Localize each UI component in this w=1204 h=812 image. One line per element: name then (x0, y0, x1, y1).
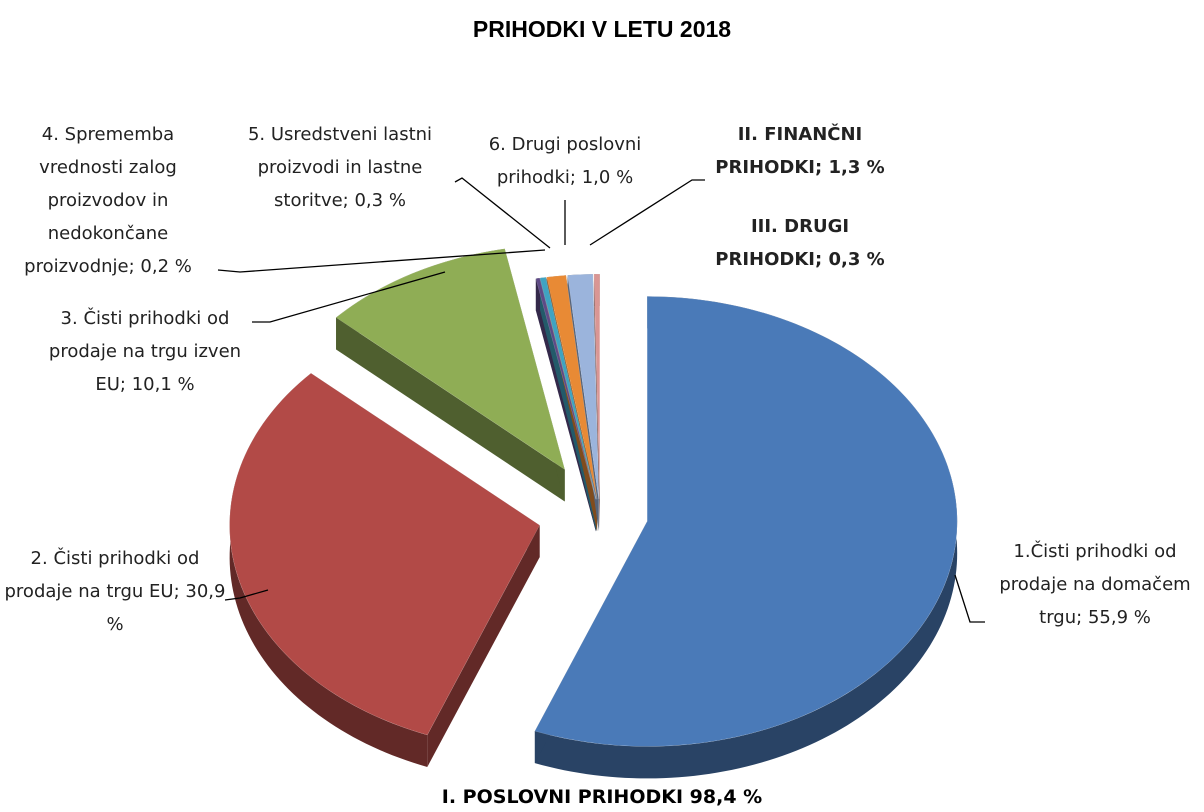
annotation: I. POSLOVNI PRIHODKI 98,4 % (441, 786, 763, 808)
label-category: 2. Čisti prihodki od prodaje na trgu EU; (4, 548, 200, 602)
label-category: II. FINANČNI PRIHODKI; (715, 124, 863, 178)
slice-side (229, 373, 428, 767)
slice (534, 296, 958, 747)
label-category: 6. Drugi poslovni prihodki; (488, 134, 642, 188)
label-value: 10,1 % (131, 374, 195, 395)
label-value: 1,3 % (828, 157, 885, 178)
slice (229, 372, 540, 736)
data-label: III. DRUGI PRIHODKI; 0,3 % (700, 210, 900, 276)
data-label: 6. Drugi poslovni prihodki; 1,0 % (475, 128, 655, 194)
label-value: 0,2 % (140, 256, 192, 277)
data-label: II. FINANČNI PRIHODKI; 1,3 % (700, 118, 900, 184)
slice-side (427, 525, 540, 767)
data-label: 1.Čisti prihodki od prodaje na domačem t… (990, 535, 1200, 634)
label-value: 0,3 % (354, 190, 406, 211)
slice (535, 277, 597, 500)
slice (335, 248, 566, 471)
label-category: 4. Sprememba vrednosti zalog proizvodov … (24, 124, 177, 277)
label-value: 1,0 % (581, 167, 634, 188)
slice-side (336, 317, 565, 502)
data-label: 4. Sprememba vrednosti zalog proizvodov … (3, 118, 213, 283)
leader-line (217, 249, 546, 273)
leader-line (954, 574, 985, 623)
label-category: 5. Usredstveni lastni proizvodi in lastn… (247, 124, 433, 211)
slice (567, 273, 599, 500)
label-value: 0,3 % (828, 249, 885, 270)
leader-line (589, 179, 705, 246)
slice (546, 275, 598, 500)
leader-line (454, 177, 551, 249)
label-category: III. DRUGI PRIHODKI; (715, 216, 850, 270)
data-label: 2. Čisti prihodki od prodaje na trgu EU;… (3, 542, 228, 641)
chart-title: PRIHODKI V LETU 2018 (472, 16, 732, 42)
label-category: 3. Čisti prihodki od prodaje na trgu izv… (48, 308, 242, 395)
data-label: 3. Čisti prihodki od prodaje na trgu izv… (35, 302, 255, 401)
label-category: 1.Čisti prihodki od prodaje na domačem t… (999, 541, 1191, 628)
label-value: 30,9 % (106, 581, 226, 635)
leader-line (252, 271, 446, 323)
slice (539, 276, 597, 500)
slice-side (593, 274, 600, 532)
slice (593, 273, 601, 500)
leader-line (224, 589, 269, 601)
label-value: 55,9 % (1087, 607, 1151, 628)
data-label: 5. Usredstveni lastni proizvodi in lastn… (235, 118, 445, 217)
